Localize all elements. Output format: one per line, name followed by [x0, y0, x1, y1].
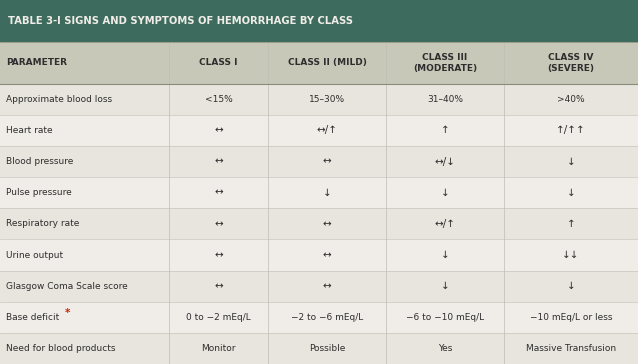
- Text: ↓: ↓: [567, 281, 575, 291]
- Bar: [0, 115, 638, 146]
- Bar: [0, 333, 638, 364]
- Text: Glasgow Coma Scale score: Glasgow Coma Scale score: [6, 282, 128, 290]
- Text: TABLE 3-I SIGNS AND SYMPTOMS OF HEMORRHAGE BY CLASS: TABLE 3-I SIGNS AND SYMPTOMS OF HEMORRHA…: [8, 16, 353, 26]
- Bar: [0, 84, 638, 115]
- Text: ↔/↑: ↔/↑: [316, 126, 338, 135]
- Text: ↑: ↑: [441, 126, 449, 135]
- Bar: [0, 208, 638, 240]
- Text: ↔: ↔: [323, 219, 331, 229]
- Text: *: *: [65, 308, 70, 318]
- Text: ↔: ↔: [323, 281, 331, 291]
- Text: ↔: ↔: [214, 126, 223, 135]
- Text: Heart rate: Heart rate: [6, 126, 53, 135]
- Text: Approximate blood loss: Approximate blood loss: [6, 95, 112, 104]
- Text: ↔: ↔: [214, 188, 223, 198]
- Text: −6 to −10 mEq/L: −6 to −10 mEq/L: [406, 313, 484, 322]
- Text: ↓: ↓: [441, 188, 449, 198]
- Text: ↓: ↓: [567, 157, 575, 167]
- Text: 31–40%: 31–40%: [427, 95, 463, 104]
- Text: PARAMETER: PARAMETER: [6, 58, 68, 67]
- Text: Possible: Possible: [309, 344, 345, 353]
- Bar: [0, 302, 638, 333]
- Text: ↔: ↔: [214, 219, 223, 229]
- Text: >40%: >40%: [557, 95, 585, 104]
- Text: ↓: ↓: [441, 281, 449, 291]
- Text: Base deficit: Base deficit: [6, 313, 59, 322]
- Bar: [0, 177, 638, 208]
- Text: ↔: ↔: [214, 157, 223, 167]
- Text: Respiratory rate: Respiratory rate: [6, 219, 80, 228]
- Text: CLASS III
(MODERATE): CLASS III (MODERATE): [413, 52, 477, 73]
- Text: Blood pressure: Blood pressure: [6, 157, 74, 166]
- Text: 0 to −2 mEq/L: 0 to −2 mEq/L: [186, 313, 251, 322]
- Text: ↓: ↓: [441, 250, 449, 260]
- Text: Massive Transfusion: Massive Transfusion: [526, 344, 616, 353]
- Text: ↓: ↓: [323, 188, 331, 198]
- Text: <15%: <15%: [205, 95, 232, 104]
- Text: CLASS IV
(SEVERE): CLASS IV (SEVERE): [547, 52, 595, 73]
- Text: ↔: ↔: [214, 250, 223, 260]
- Text: ↔: ↔: [323, 250, 331, 260]
- Text: Pulse pressure: Pulse pressure: [6, 188, 72, 197]
- Text: ↑/↑↑: ↑/↑↑: [556, 126, 586, 135]
- Text: ↔/↑: ↔/↑: [434, 219, 456, 229]
- Bar: [0, 146, 638, 177]
- Text: ↑: ↑: [567, 219, 575, 229]
- Text: ↔/↓: ↔/↓: [434, 157, 456, 167]
- Text: −10 mEq/L or less: −10 mEq/L or less: [530, 313, 612, 322]
- Text: CLASS II (MILD): CLASS II (MILD): [288, 58, 366, 67]
- Text: ↔: ↔: [214, 281, 223, 291]
- Text: Need for blood products: Need for blood products: [6, 344, 116, 353]
- Text: ↓↓: ↓↓: [562, 250, 580, 260]
- Bar: [0, 0, 638, 42]
- Bar: [0, 42, 638, 84]
- Text: 15–30%: 15–30%: [309, 95, 345, 104]
- Bar: [0, 240, 638, 270]
- Text: Urine output: Urine output: [6, 250, 64, 260]
- Text: CLASS I: CLASS I: [199, 58, 238, 67]
- Text: Monitor: Monitor: [201, 344, 236, 353]
- Text: ↓: ↓: [567, 188, 575, 198]
- Bar: [0, 270, 638, 302]
- Text: ↔: ↔: [323, 157, 331, 167]
- Text: −2 to −6 mEq/L: −2 to −6 mEq/L: [291, 313, 363, 322]
- Text: Yes: Yes: [438, 344, 452, 353]
